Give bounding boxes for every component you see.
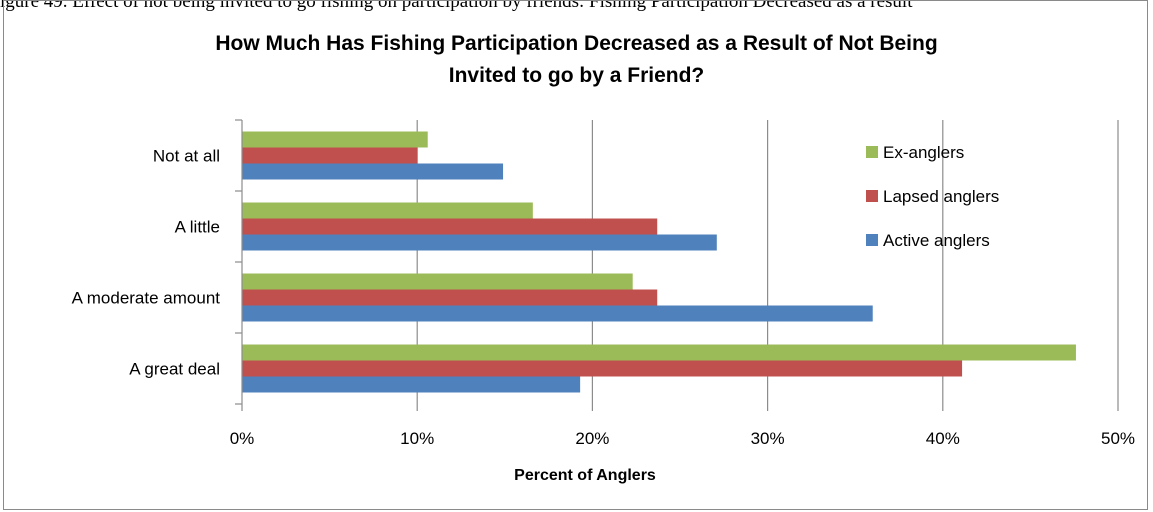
legend-label: Active anglers (883, 231, 990, 250)
bar-active-anglers (242, 305, 873, 322)
x-tick-label: 0% (230, 429, 255, 448)
bar-active-anglers (242, 234, 717, 251)
bar-active-anglers (242, 163, 504, 180)
category-label: A moderate amount (72, 289, 221, 308)
chart-frame (3, 0, 1148, 510)
labels: 0% 10% 20% 30% 40% 50% Not at all A little A mod… (72, 147, 1135, 485)
x-tick-label: 30% (751, 429, 785, 448)
x-tick-label: 50% (1101, 429, 1135, 448)
legend: Ex-anglers Lapsed anglers Active anglers (866, 143, 999, 250)
x-tick-label: 20% (575, 429, 609, 448)
bars (242, 131, 1076, 393)
chart-title-line-2: Invited to go by a Friend? (448, 64, 705, 87)
x-tick-label: 40% (926, 429, 960, 448)
bar-lapsed-anglers (242, 147, 418, 164)
axes (235, 119, 1119, 411)
legend-label: Ex-anglers (883, 143, 964, 162)
category-label: A little (175, 218, 220, 237)
bar-ex-anglers (242, 273, 633, 290)
x-tick-label: 10% (400, 429, 434, 448)
category-label: A great deal (129, 360, 220, 379)
category-label: Not at all (153, 147, 220, 166)
bar-active-anglers (242, 376, 581, 393)
legend-label: Lapsed anglers (883, 187, 999, 206)
bar-lapsed-anglers (242, 360, 963, 377)
bar-ex-anglers (242, 131, 428, 148)
x-axis-title: Percent of Anglers (514, 467, 656, 484)
legend-swatch (866, 234, 878, 246)
bar-ex-anglers (242, 202, 533, 219)
legend-swatch (866, 146, 878, 158)
bar-lapsed-anglers (242, 289, 658, 306)
bar-lapsed-anglers (242, 218, 658, 235)
chart-title-line-1: How Much Has Fishing Participation Decre… (215, 32, 938, 55)
legend-swatch (866, 190, 878, 202)
bar-ex-anglers (242, 344, 1076, 361)
caption-fragment: igure 49. Effect of not being invited to… (0, 0, 913, 12)
